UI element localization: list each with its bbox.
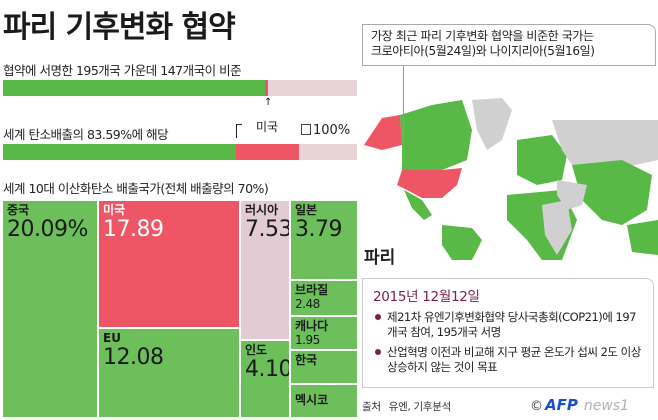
emissions-label: 세계 탄소배출의 83.59%에 해당 [3,127,169,142]
map-middle-east [557,180,587,210]
agreement-date: 2015년 12월12일 [373,289,480,305]
copyright-icon: © [530,399,543,414]
bullet-icon [375,314,381,320]
agency-credit: © AFP news1 [530,396,629,414]
callout-connector [403,66,404,166]
map-south-america [442,225,482,260]
treemap-cell-japan: 일본 3.79 [290,200,358,280]
ratification-label: 협약에 서명한 195개국 가운데 147개국이 비준 [3,63,242,78]
map-asia [572,160,652,225]
news1-logo: news1 [583,398,629,414]
ratified-emissions-segment [3,144,236,160]
top10-label: 세계 10대 이산화탄소 배출국가(전체 배출량의 70%) [3,181,269,196]
treemap-cell-usa: 미국 17.89 [98,200,240,328]
map-greenland [472,98,512,150]
usa-marker-icon [236,124,242,138]
page-title: 파리 기후변화 협약 [3,10,236,45]
source-credit: 출처 유엔, 기후분석 [362,401,451,413]
treemap-cell-korea: 한국 [290,350,358,384]
map-mexico [404,190,432,220]
bullet-icon [375,349,381,355]
agreement-info-box: 2015년 12월12일 제21차 유엔기후변화협약 당사국총회(COP21)에… [362,278,654,388]
treemap-cell-eu: EU 12.08 [98,328,240,418]
afp-logo: AFP [545,396,578,414]
treemap-cell-china: 중국 20.09% [2,200,98,418]
paris-label: 파리 [364,248,396,268]
map-australia [627,220,658,255]
total-label: 100% [301,123,350,138]
usa-emissions-segment [236,144,299,160]
ratification-bar [3,80,357,96]
ratified-segment [3,80,265,96]
usa-segment [265,80,268,96]
map-europe [517,135,567,185]
map-russia [552,120,658,170]
emissions-bar [3,144,357,160]
treemap-cell-brazil: 브라질 2.48 [290,280,358,316]
info-bullet: 산업혁명 이전과 비교해 지구 평균 온도가 섭씨 2도 이상 상승하지 않는 … [373,345,643,375]
treemap-cell-mexico: 멕시코 [290,384,358,418]
emissions-treemap: 중국 20.09% 미국 17.89 EU 12.08 러시아 7.53 인도 … [2,200,358,418]
info-bullet: 제21차 유엔기후변화협약 당사국총회(COP21)에 197개국 참여, 19… [373,310,643,340]
treemap-cell-india: 인도 4.10 [240,340,290,418]
map-usa [397,168,462,198]
treemap-cell-russia: 러시아 7.53 [240,200,290,340]
treemap-cell-canada: 캐나다 1.95 [290,316,358,350]
legend-box-icon [301,124,311,135]
map-canada [400,100,472,170]
map-africa-unratified [542,200,572,255]
latest-ratification-callout: 가장 최근 파리 기후변화 협약을 비준한 국가는 크로아티아(5월24일)와 … [362,24,656,66]
world-map [364,98,658,260]
usa-label: 미국 [256,120,279,134]
map-alaska [364,115,402,150]
arrow-up-icon: ↑ [264,97,273,108]
